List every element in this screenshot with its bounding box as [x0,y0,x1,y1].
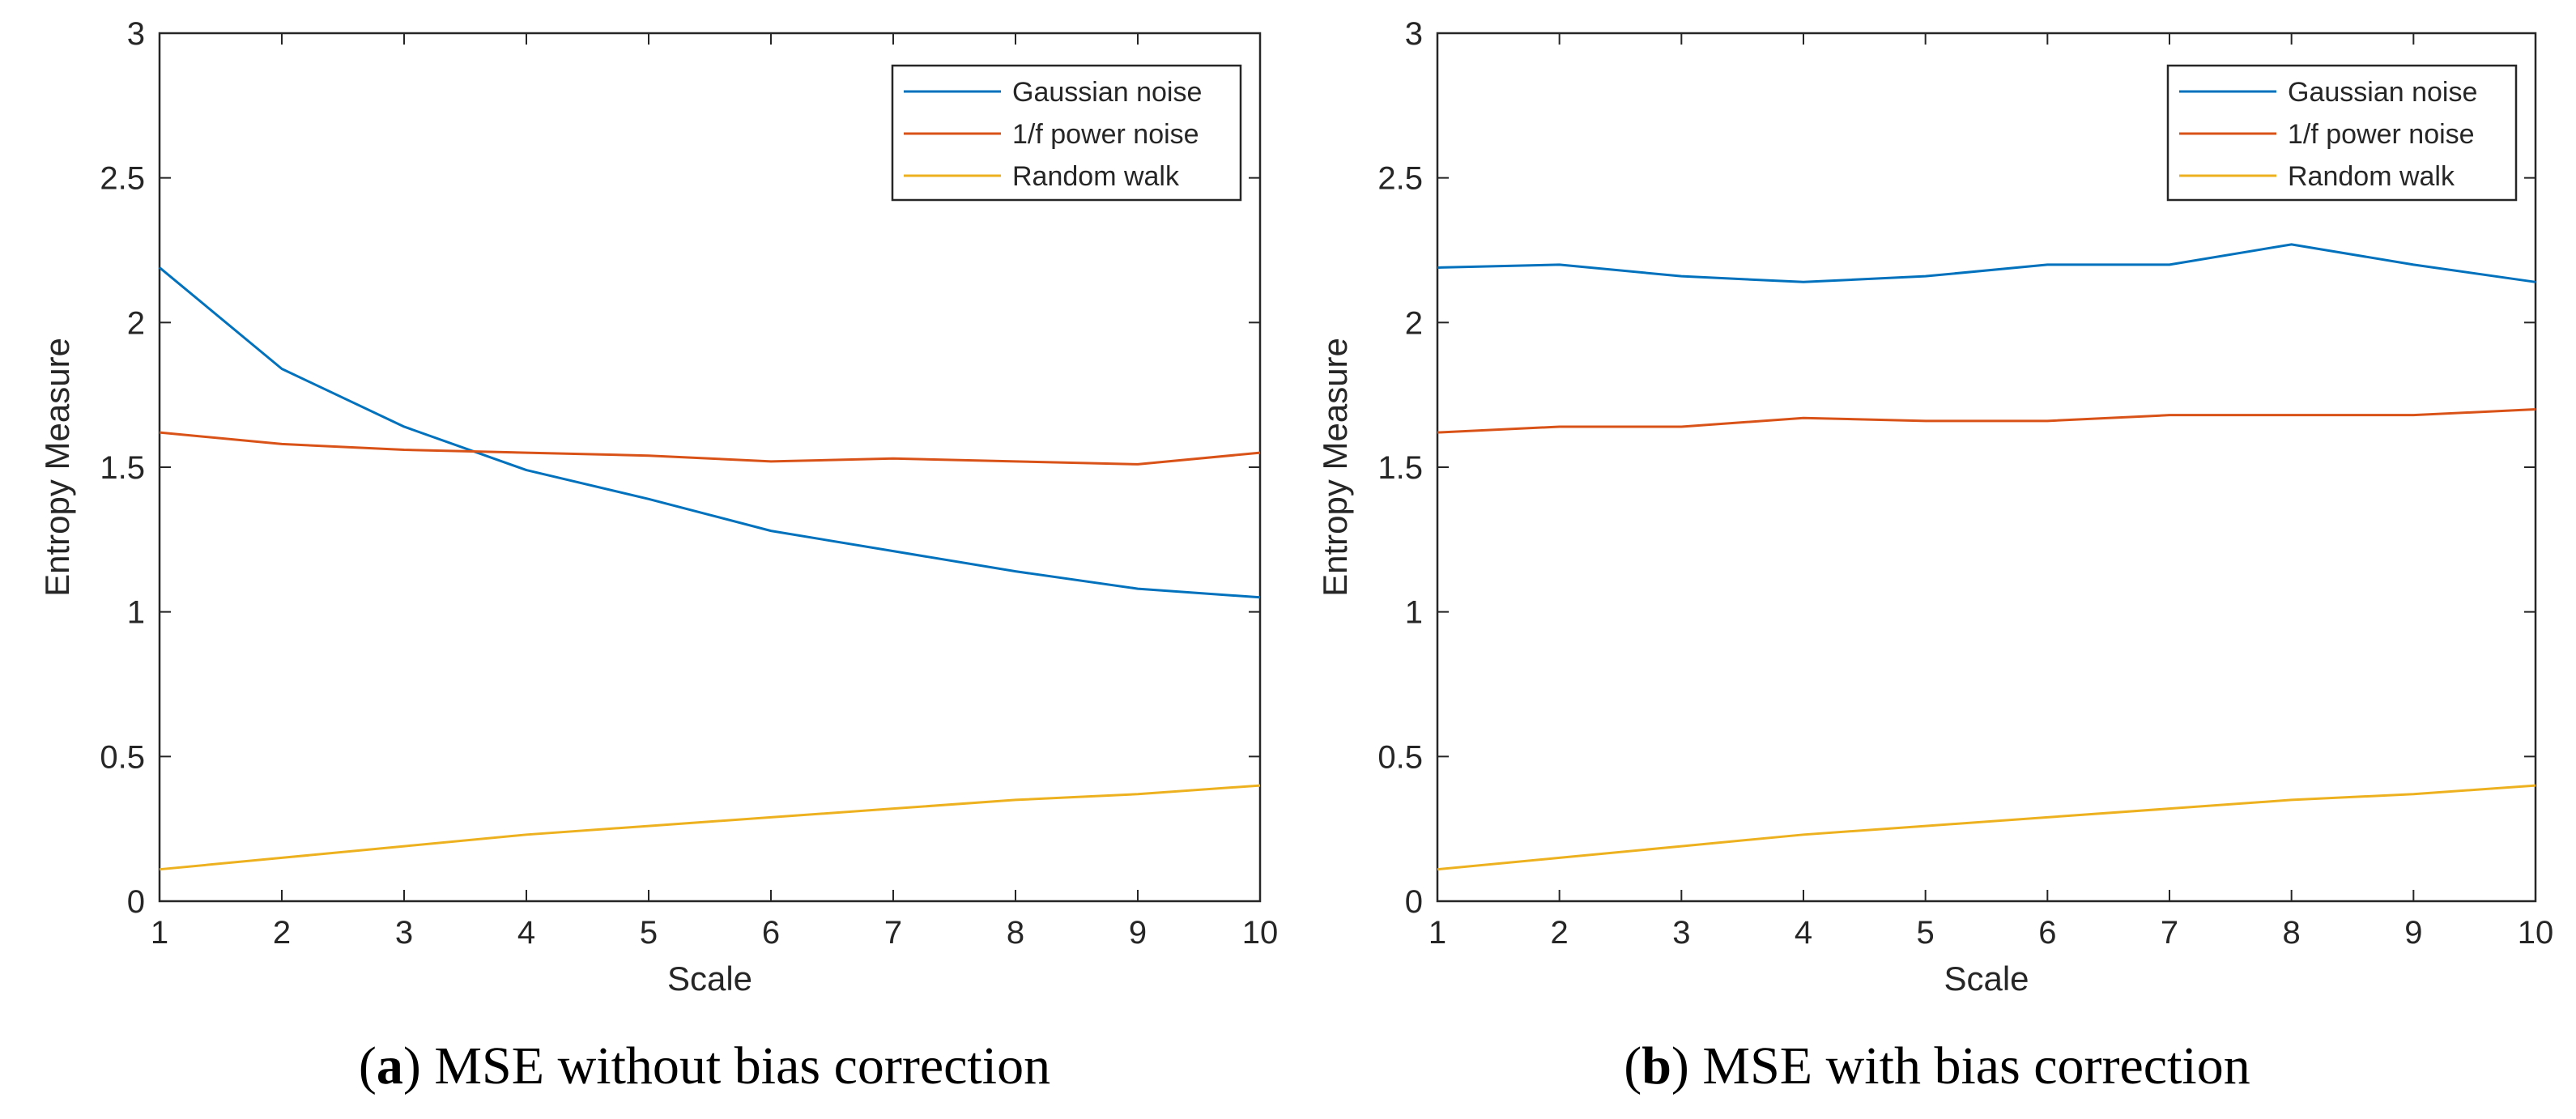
y-tick-label: 3 [127,16,145,52]
y-tick-label: 2.5 [100,161,145,197]
x-tick-label: 1 [151,915,168,951]
y-tick-label: 0 [127,884,145,920]
chart-panel-b: 1 2 3 4 5 6 7 8 9 10 0 0.5 1 1.5 2 2.5 3 Scale Entropy Mea… [1316,16,2553,1096]
x-tick-label: 6 [2038,915,2056,951]
x-tick-label: 10 [2518,915,2554,951]
caption-letter: b [1641,1036,1671,1096]
x-tick-label: 8 [2283,915,2301,951]
x-tick-label: 5 [1917,915,1935,951]
y-tick-label: 2 [127,305,145,341]
caption-b: (b) MSE with bias correction [1624,1036,2250,1096]
y-tick-label: 1 [127,595,145,631]
y-tick-label: 2.5 [1377,161,1423,197]
y-tick-label: 0.5 [1377,739,1423,775]
series-line-pink [1437,408,2536,434]
caption-text: ) MSE without bias correction [403,1036,1050,1096]
series-line-pink [159,431,1261,466]
x-tick-label: 3 [395,915,413,951]
caption-a: (a) MSE without bias correction [359,1036,1050,1096]
x-tick-label: 7 [884,915,902,951]
series-line-gaussian [159,266,1261,599]
y-tick-label: 0.5 [100,739,145,775]
y-axis-label: Entropy Measure [1316,338,1354,597]
legend-label-pink: 1/f power noise [1012,119,1199,150]
series-line-random_walk [159,784,1261,871]
x-tick-label: 2 [273,915,291,951]
y-tick-label: 3 [1405,16,1423,52]
y-axis-label: Entropy Measure [38,338,76,597]
x-tick-label: 7 [2161,915,2178,951]
x-tick-label: 10 [1242,915,1279,951]
series-line-random_walk [1437,784,2536,871]
x-tick-label: 8 [1007,915,1024,951]
x-tick-label: 2 [1551,915,1569,951]
caption-text: ) MSE with bias correction [1671,1036,2250,1096]
legend-label-pink: 1/f power noise [2288,119,2475,150]
y-tick-label: 1.5 [100,450,145,486]
x-tick-label: 3 [1672,915,1690,951]
x-axis-label: Scale [1944,959,2029,998]
legend-label-random_walk: Random walk [2288,161,2455,192]
caption-paren-open: ( [1624,1036,1641,1096]
y-tick-label: 1 [1405,595,1423,631]
x-tick-label: 4 [517,915,535,951]
caption-letter: a [377,1036,403,1096]
legend-label-gaussian: Gaussian noise [2288,77,2477,108]
legend-label-gaussian: Gaussian noise [1012,77,1202,108]
y-tick-label: 1.5 [1377,450,1423,486]
x-tick-label: 6 [762,915,780,951]
x-tick-label: 9 [2404,915,2422,951]
chart-panel-a: 1 2 3 4 5 6 7 8 9 10 0 0.5 1 1.5 2 2.5 3 Scale Entropy Mea… [38,16,1278,1096]
caption-paren-open: ( [359,1036,377,1096]
y-tick-label: 2 [1405,305,1423,341]
x-tick-label: 4 [1795,915,1812,951]
x-tick-label: 9 [1129,915,1147,951]
legend-label-random_walk: Random walk [1012,161,1180,192]
x-tick-label: 5 [640,915,658,951]
series-line-gaussian [1437,243,2536,283]
x-tick-label: 1 [1429,915,1446,951]
x-axis-label: Scale [667,959,752,998]
legend-box [891,64,1242,202]
y-tick-label: 0 [1405,884,1423,920]
